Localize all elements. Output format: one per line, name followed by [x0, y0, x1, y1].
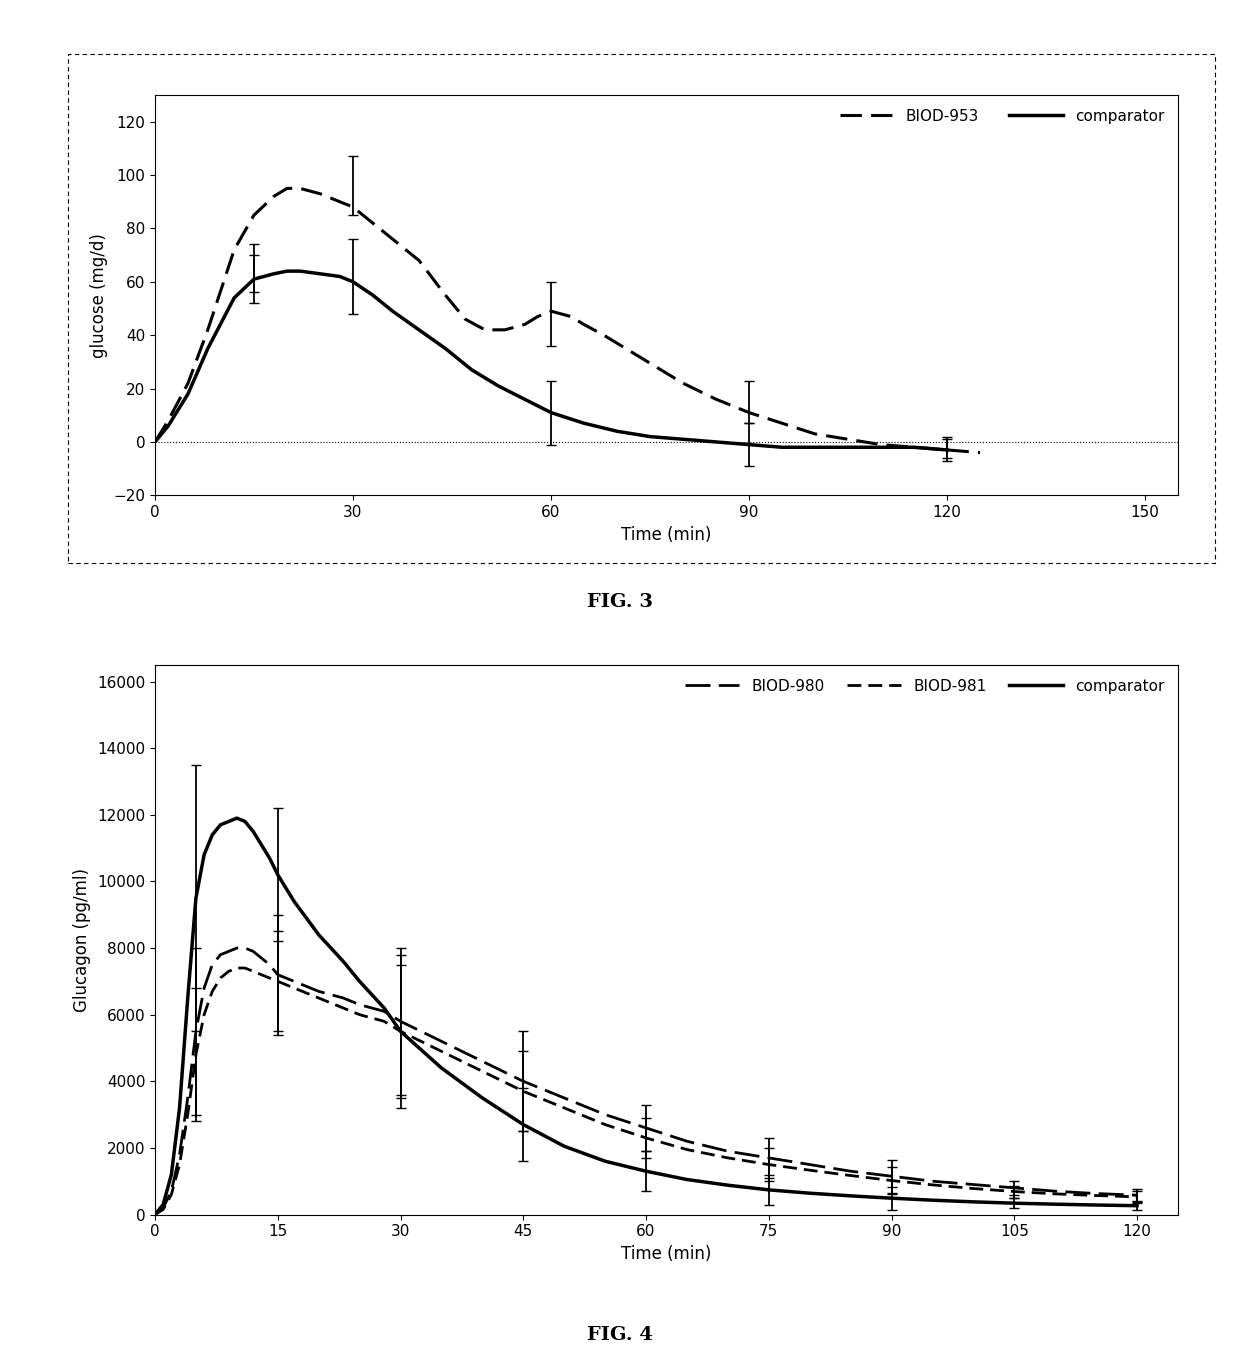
Text: FIG. 4: FIG. 4: [587, 1326, 653, 1343]
Legend: BIOD-980, BIOD-981, comparator: BIOD-980, BIOD-981, comparator: [680, 673, 1171, 700]
Legend: BIOD-953, comparator: BIOD-953, comparator: [833, 103, 1171, 130]
Y-axis label: Glucagon (pg/ml): Glucagon (pg/ml): [73, 867, 92, 1012]
X-axis label: Time (min): Time (min): [621, 1244, 712, 1263]
Text: FIG. 3: FIG. 3: [587, 593, 653, 611]
X-axis label: Time (min): Time (min): [621, 525, 712, 544]
Y-axis label: glucose (mg/d): glucose (mg/d): [89, 232, 108, 358]
